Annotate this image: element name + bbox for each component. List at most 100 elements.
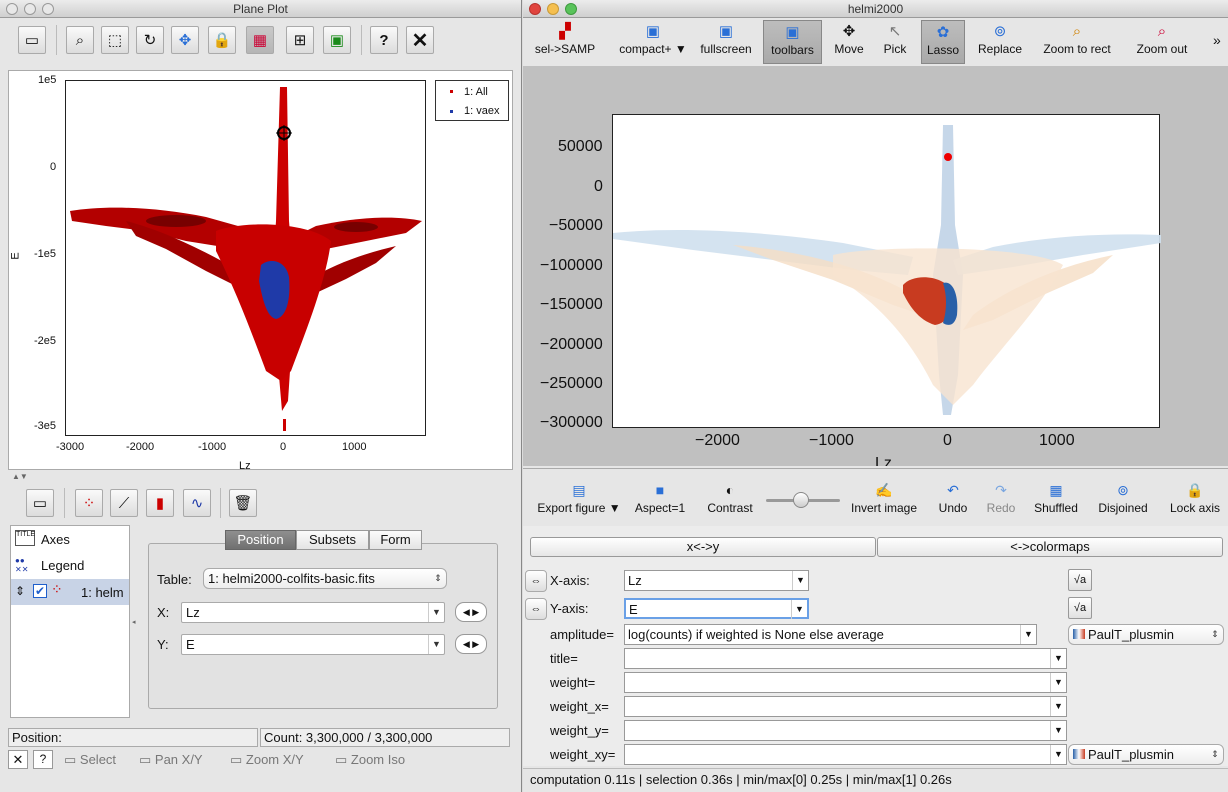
- selected-layer-row[interactable]: [11, 579, 129, 605]
- shuffled-button[interactable]: ▦ Shuffled: [1031, 479, 1081, 521]
- window-icon[interactable]: ▭: [18, 26, 46, 54]
- layers-list: TITLE Axes ●● ✕✕ Legend ⇕ ✔ ⁘ 1: helm: [10, 525, 130, 718]
- weight-x-input[interactable]: ▼: [624, 696, 1067, 717]
- table-select[interactable]: 1: helmi2000-colfits-basic.fits ⇕: [203, 568, 447, 589]
- scatter-layer-icon: ⁘: [51, 581, 63, 597]
- invert-icon: ✍: [875, 481, 893, 498]
- zoom-region-icon[interactable]: ⌕: [66, 26, 94, 54]
- density-plot-area[interactable]: [612, 114, 1161, 428]
- zoom-out-button[interactable]: ⌕ Zoom out: [1129, 20, 1195, 64]
- x-axis-select[interactable]: Lz ▼: [624, 570, 809, 591]
- add-function-icon[interactable]: ∿: [183, 489, 211, 517]
- chevron-down-icon: ▼: [1050, 721, 1066, 740]
- layer-label[interactable]: Legend: [41, 558, 85, 573]
- undo-button[interactable]: ↶ Undo: [935, 479, 971, 521]
- weight-xy-input[interactable]: ▼: [624, 744, 1067, 765]
- zoom-window-icon[interactable]: [42, 3, 54, 15]
- close-window-icon[interactable]: [6, 3, 18, 15]
- more-toolbar-button[interactable]: »: [1213, 32, 1221, 48]
- select-region-icon[interactable]: ⬚: [101, 26, 129, 54]
- colormaps-button[interactable]: <->colormaps: [877, 537, 1223, 557]
- y-select[interactable]: E ▼: [181, 634, 445, 655]
- pan-icon[interactable]: ✥: [171, 26, 199, 54]
- title-bar: Plane Plot: [0, 0, 521, 18]
- count-field: Count: 3,300,000 / 3,300,000: [260, 728, 510, 747]
- replace-button[interactable]: ⊚ Replace: [973, 20, 1027, 64]
- help-button[interactable]: ?: [33, 750, 53, 769]
- add-scatter-icon[interactable]: ⁘: [75, 489, 103, 517]
- invert-image-button[interactable]: ✍ Invert image: [849, 479, 919, 521]
- weight-input[interactable]: ▼: [624, 672, 1067, 693]
- amplitude-input[interactable]: log(counts) if weighted is None else ave…: [624, 624, 1037, 645]
- compact-button[interactable]: ▣ compact+ ▼: [613, 20, 693, 64]
- minimize-window-icon[interactable]: [547, 3, 559, 15]
- plot-area[interactable]: [65, 80, 426, 436]
- colormap-select-2[interactable]: PaulT_plusmin ⇕: [1068, 744, 1224, 765]
- plot-toolbar: [523, 468, 1228, 526]
- disjoined-button[interactable]: ⊚ Disjoined: [1095, 479, 1151, 521]
- minimize-window-icon[interactable]: [24, 3, 36, 15]
- pick-button[interactable]: ↖ Pick: [875, 20, 915, 64]
- title-input[interactable]: ▼: [624, 648, 1067, 669]
- zoom-to-rect-button[interactable]: ⌕ Zoom to rect: [1035, 20, 1119, 64]
- tab-subsets[interactable]: Subsets: [296, 530, 369, 550]
- aspect-button[interactable]: ■ Aspect=1: [631, 479, 689, 521]
- swap-axes-button[interactable]: x<->y: [530, 537, 876, 557]
- colormap-select[interactable]: PaulT_plusmin ⇕: [1068, 624, 1224, 645]
- export-figure-button[interactable]: ▤ Export figure ▼: [533, 479, 625, 521]
- layer-label[interactable]: 1: helm: [81, 585, 124, 600]
- chevron-down-icon: ▼: [791, 600, 807, 619]
- x-sqrt-button[interactable]: √a: [1068, 569, 1092, 591]
- y-axis-select[interactable]: E ▼: [624, 598, 809, 619]
- redo-button[interactable]: ↷ Redo: [983, 479, 1019, 521]
- axis-scale-icon[interactable]: ⊞: [286, 26, 314, 54]
- legend-marker-red: [450, 90, 453, 93]
- zoom-window-icon[interactable]: [565, 3, 577, 15]
- weight-y-input[interactable]: ▼: [624, 720, 1067, 741]
- add-line-icon[interactable]: ⟋: [110, 489, 138, 517]
- close-window-icon[interactable]: [529, 3, 541, 15]
- tab-form[interactable]: Form: [369, 530, 422, 550]
- tab-position[interactable]: Position: [225, 530, 296, 550]
- pan-mode-button[interactable]: ▭ Pan X/Y: [139, 752, 203, 767]
- legend-marker-blue: [450, 110, 453, 113]
- contrast-slider-thumb[interactable]: [793, 492, 809, 508]
- contrast-button[interactable]: ◐ Contrast: [703, 479, 757, 521]
- link-icon[interactable]: ⇔: [525, 570, 547, 592]
- lock-icon[interactable]: 🔒: [208, 26, 236, 54]
- rotate-icon[interactable]: ↻: [136, 26, 164, 54]
- move-button[interactable]: ✥ Move: [829, 20, 869, 64]
- split-arrows-icon[interactable]: ▲▼: [12, 472, 28, 481]
- toolbars-button[interactable]: ▣ toolbars: [763, 20, 822, 64]
- lock-axis-button[interactable]: 🔒 Lock axis: [1167, 479, 1223, 521]
- x-select[interactable]: Lz ▼: [181, 602, 445, 623]
- x-step-buttons[interactable]: ◀ ▶: [455, 602, 487, 622]
- shuffled-icon: ▦: [1049, 481, 1063, 498]
- title-label: title=: [550, 651, 578, 666]
- density-icon[interactable]: ▦: [246, 26, 274, 54]
- zoom-iso-button[interactable]: ▭ Zoom Iso: [335, 752, 406, 767]
- help-icon[interactable]: ?: [370, 26, 398, 54]
- chevron-down-icon: ▼: [792, 571, 808, 590]
- y-sqrt-button[interactable]: √a: [1068, 597, 1092, 619]
- chevron-updown-icon: ⇕: [434, 573, 442, 583]
- window-icon[interactable]: ▭: [26, 489, 54, 517]
- add-histogram-icon[interactable]: ▮: [146, 489, 174, 517]
- layer-visible-checkbox[interactable]: ✔: [33, 584, 47, 598]
- reorder-icon[interactable]: ⇕: [15, 584, 26, 598]
- delete-icon[interactable]: 🗑: [229, 489, 257, 517]
- link-icon[interactable]: ⇔: [525, 598, 547, 620]
- y-tick: -3e5: [34, 420, 57, 432]
- clear-button[interactable]: ✕: [8, 750, 28, 769]
- fullscreen-button[interactable]: ▣ fullscreen: [697, 20, 755, 64]
- lasso-button[interactable]: ✿ Lasso: [921, 20, 965, 64]
- export-icon[interactable]: ▣: [323, 26, 351, 54]
- y-step-buttons[interactable]: ◀ ▶: [455, 634, 487, 654]
- layer-label[interactable]: Axes: [41, 532, 70, 547]
- y-tick: −300000: [540, 414, 603, 431]
- select-mode-button[interactable]: ▭ Select: [64, 752, 117, 767]
- close-icon[interactable]: ✕: [406, 26, 434, 54]
- zoom-mode-button[interactable]: ▭ Zoom X/Y: [230, 752, 304, 767]
- sel-samp-button[interactable]: ▞ sel->SAMP: [529, 20, 601, 64]
- collapse-icon[interactable]: ◂: [132, 619, 136, 626]
